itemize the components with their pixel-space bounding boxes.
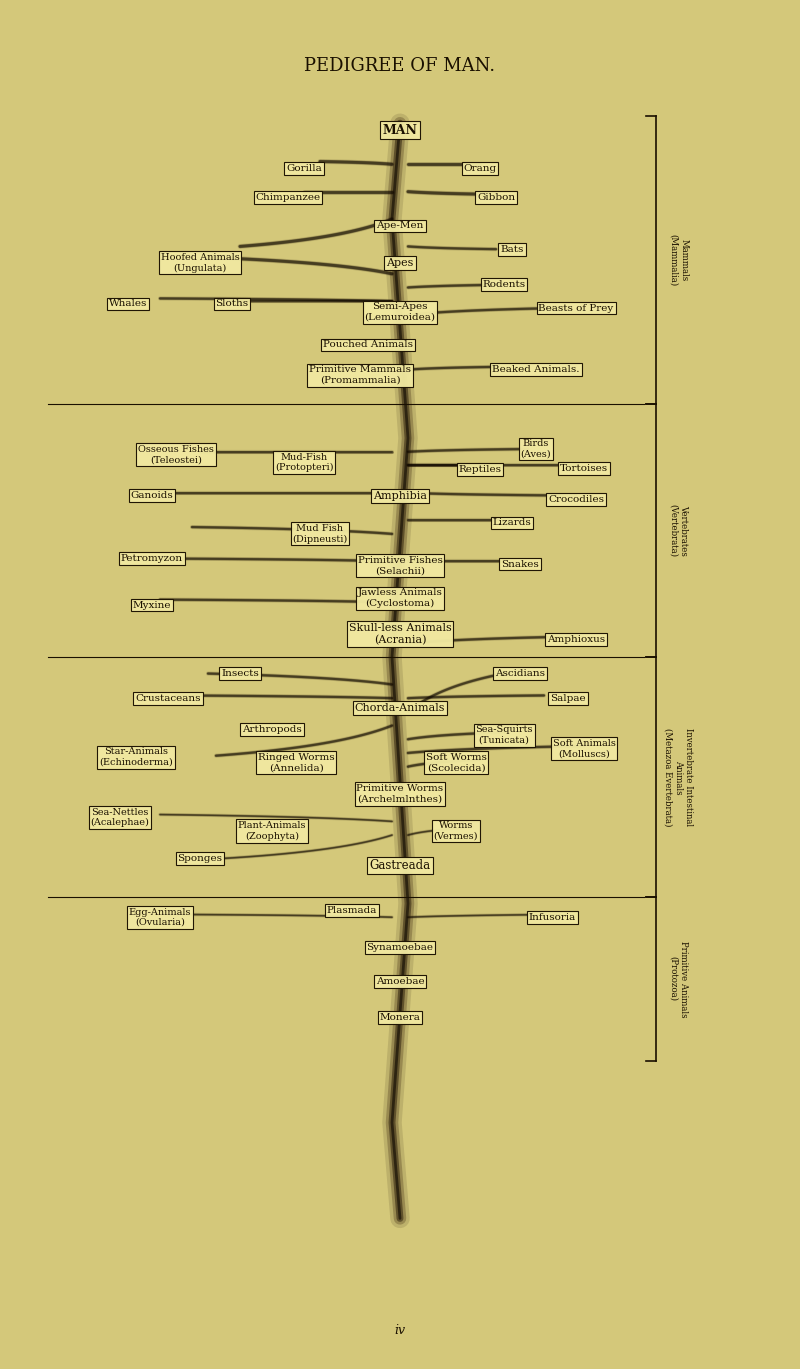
- Text: Rodents: Rodents: [482, 281, 526, 289]
- Text: Amoebae: Amoebae: [376, 977, 424, 986]
- Text: Insects: Insects: [221, 669, 259, 678]
- Text: Petromyzon: Petromyzon: [121, 554, 183, 563]
- Text: Ganoids: Ganoids: [130, 491, 174, 500]
- Text: Reptiles: Reptiles: [458, 465, 502, 474]
- Text: Crocodiles: Crocodiles: [548, 496, 604, 504]
- Text: Ascidians: Ascidians: [495, 669, 545, 678]
- Text: Chorda-Animals: Chorda-Animals: [354, 702, 446, 713]
- Text: Gibbon: Gibbon: [477, 193, 515, 201]
- Text: Worms
(Vermes): Worms (Vermes): [434, 821, 478, 841]
- Text: Vertebrates
(Vertebrata): Vertebrates (Vertebrata): [669, 504, 688, 557]
- Text: Mud-Fish
(Protopteri): Mud-Fish (Protopteri): [274, 453, 334, 472]
- Text: PEDIGREE OF MAN.: PEDIGREE OF MAN.: [305, 56, 495, 75]
- Text: Invertebrate Intestinal
Animals
(Metazoa Evertebrata): Invertebrate Intestinal Animals (Metazoa…: [663, 728, 694, 826]
- Text: Plasmada: Plasmada: [327, 906, 377, 914]
- Text: Egg-Animals
(Ovularia): Egg-Animals (Ovularia): [129, 908, 191, 927]
- Text: Bats: Bats: [500, 245, 524, 253]
- Text: Lizards: Lizards: [493, 519, 531, 527]
- Text: Plant-Animals
(Zoophyta): Plant-Animals (Zoophyta): [238, 821, 306, 841]
- Text: Mammals
(Mammalia): Mammals (Mammalia): [669, 234, 688, 286]
- Text: Semi-Apes
(Lemuroidea): Semi-Apes (Lemuroidea): [365, 303, 435, 322]
- Text: Salpae: Salpae: [550, 694, 586, 702]
- Text: Soft Worms
(Scolecida): Soft Worms (Scolecida): [426, 753, 486, 772]
- Text: iv: iv: [394, 1324, 406, 1338]
- Text: Star-Animals
(Echinoderma): Star-Animals (Echinoderma): [99, 747, 173, 767]
- Text: Ringed Worms
(Annelida): Ringed Worms (Annelida): [258, 753, 334, 772]
- Text: MAN: MAN: [382, 123, 418, 137]
- Text: Monera: Monera: [379, 1013, 421, 1021]
- Text: Primitive Worms
(Archelmlnthes): Primitive Worms (Archelmlnthes): [357, 784, 443, 804]
- Text: Gastreada: Gastreada: [370, 858, 430, 872]
- Text: Soft Animals
(Molluscs): Soft Animals (Molluscs): [553, 739, 615, 758]
- Text: Arthropods: Arthropods: [242, 726, 302, 734]
- Text: Apes: Apes: [386, 257, 414, 268]
- Text: Jawless Animals
(Cyclostoma): Jawless Animals (Cyclostoma): [358, 589, 442, 608]
- Text: Crustaceans: Crustaceans: [135, 694, 201, 702]
- Text: Ape-Men: Ape-Men: [376, 222, 424, 230]
- Text: Whales: Whales: [109, 300, 147, 308]
- Text: Beasts of Prey: Beasts of Prey: [538, 304, 614, 312]
- Text: Osseous Fishes
(Teleostei): Osseous Fishes (Teleostei): [138, 445, 214, 464]
- Text: Sponges: Sponges: [178, 854, 222, 862]
- Text: Mud Fish
(Dipneusti): Mud Fish (Dipneusti): [292, 524, 348, 543]
- Text: Orang: Orang: [463, 164, 497, 172]
- Text: Sea-Nettles
(Acalephae): Sea-Nettles (Acalephae): [90, 808, 150, 827]
- Text: Tortoises: Tortoises: [560, 464, 608, 472]
- Text: Synamoebae: Synamoebae: [366, 943, 434, 951]
- Text: Snakes: Snakes: [501, 560, 539, 568]
- Text: Infusoria: Infusoria: [528, 913, 576, 921]
- Text: Skull-less Animals
(Acrania): Skull-less Animals (Acrania): [349, 623, 451, 645]
- Text: Amphioxus: Amphioxus: [547, 635, 605, 643]
- Text: Amphibia: Amphibia: [373, 490, 427, 501]
- Text: Hoofed Animals
(Ungulata): Hoofed Animals (Ungulata): [161, 253, 239, 272]
- Text: Sloths: Sloths: [215, 300, 249, 308]
- Text: Myxine: Myxine: [133, 601, 171, 609]
- Text: Gorilla: Gorilla: [286, 164, 322, 172]
- Text: Primitive Mammals
(Promammalia): Primitive Mammals (Promammalia): [309, 366, 411, 385]
- Text: Primitive Fishes
(Selachii): Primitive Fishes (Selachii): [358, 556, 442, 575]
- Text: Chimpanzee: Chimpanzee: [255, 193, 321, 201]
- Text: Birds
(Aves): Birds (Aves): [521, 439, 551, 459]
- Text: Pouched Animals: Pouched Animals: [323, 341, 413, 349]
- Text: Beaked Animals.: Beaked Animals.: [492, 366, 580, 374]
- Text: Primitive Animals
(Protozoa): Primitive Animals (Protozoa): [669, 941, 688, 1017]
- Text: Sea-Squirts
(Tunicata): Sea-Squirts (Tunicata): [475, 726, 533, 745]
